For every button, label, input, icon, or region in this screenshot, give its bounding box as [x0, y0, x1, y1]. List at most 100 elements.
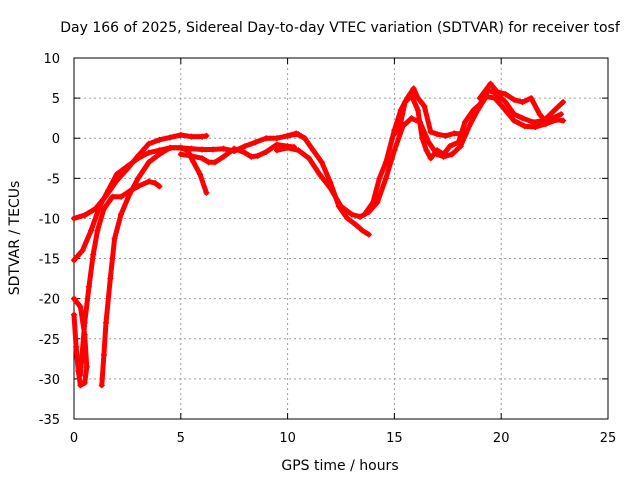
data-point: [357, 213, 364, 220]
data-point: [273, 135, 280, 142]
data-point: [231, 145, 238, 152]
data-point: [423, 147, 430, 154]
data-point: [248, 153, 255, 160]
data-point: [105, 187, 112, 194]
data-point: [532, 123, 539, 130]
data-point: [521, 123, 528, 130]
data-point: [77, 382, 84, 389]
data-point: [370, 199, 377, 206]
data-point: [511, 117, 518, 124]
data-point: [71, 257, 77, 264]
y-tick-label: -30: [39, 373, 60, 388]
data-point: [421, 103, 428, 110]
data-point: [414, 107, 421, 114]
data-point: [476, 101, 483, 108]
data-point: [73, 343, 80, 350]
data-point: [98, 382, 105, 389]
data-point: [316, 171, 323, 178]
data-point: [273, 147, 280, 154]
data-point: [549, 115, 556, 122]
data-point: [100, 205, 107, 212]
grid-lines: [74, 58, 608, 419]
data-point: [71, 311, 77, 318]
data-point: [199, 146, 206, 153]
data-point: [145, 159, 152, 166]
data-point: [391, 131, 398, 138]
data-point: [254, 152, 261, 159]
data-point: [156, 136, 163, 143]
data-point: [493, 88, 500, 95]
data-point: [156, 151, 163, 158]
x-tick-label: 10: [279, 431, 296, 446]
data-point: [310, 147, 317, 154]
data-point: [491, 95, 498, 102]
data-point: [184, 147, 191, 154]
data-point: [427, 155, 434, 162]
data-point: [361, 211, 368, 218]
x-tick-label: 0: [70, 431, 78, 446]
data-point: [301, 135, 308, 142]
y-axis-label: SDTVAR / TECUs: [7, 181, 23, 296]
x-tick-label: 15: [386, 431, 403, 446]
data-point: [199, 155, 206, 162]
data-point: [365, 231, 372, 238]
data-point: [410, 85, 417, 92]
data-point: [113, 171, 120, 178]
data-point: [71, 295, 77, 302]
data-point: [81, 379, 88, 386]
data-point: [440, 151, 447, 158]
data-point: [100, 351, 107, 358]
data-point: [558, 111, 565, 118]
data-point: [344, 215, 351, 222]
data-point: [152, 180, 159, 187]
data-point: [451, 130, 458, 137]
x-axis-label: GPS time / hours: [281, 458, 398, 474]
series-arc-7: [284, 130, 372, 238]
data-point: [446, 143, 453, 150]
data-point: [434, 147, 441, 154]
series-arc-3: [77, 178, 163, 378]
data-point: [117, 211, 124, 218]
data-point: [135, 155, 142, 162]
series-line: [391, 87, 566, 161]
data-point: [197, 171, 204, 178]
data-point: [466, 123, 473, 130]
y-tick-label: -5: [47, 172, 60, 187]
data-point: [75, 367, 82, 374]
data-point: [560, 99, 567, 106]
data-point: [203, 132, 210, 139]
data-point: [376, 175, 383, 182]
data-point: [449, 151, 456, 158]
data-point: [107, 275, 114, 282]
data-point: [188, 133, 195, 140]
data-point: [111, 235, 118, 242]
data-point: [85, 283, 92, 290]
plot-area: [71, 80, 567, 389]
data-point: [397, 119, 404, 126]
data-point: [167, 134, 174, 141]
data-point: [502, 99, 509, 106]
data-point: [284, 132, 291, 139]
data-point: [145, 149, 152, 156]
y-tick-label: 10: [43, 52, 60, 67]
data-point: [470, 107, 477, 114]
data-point: [352, 221, 359, 228]
data-point: [457, 143, 464, 150]
series-line: [178, 142, 297, 165]
data-point: [414, 95, 421, 102]
x-tick-label: 20: [493, 431, 510, 446]
data-point: [205, 159, 212, 166]
data-point: [348, 211, 355, 218]
y-tick-label: -15: [39, 253, 60, 268]
data-point: [528, 95, 535, 102]
data-point: [560, 117, 567, 124]
data-point: [425, 139, 432, 146]
chart-title: Day 166 of 2025, Sidereal Day-to-day VTE…: [60, 20, 621, 36]
data-point: [408, 115, 415, 122]
data-point: [94, 227, 101, 234]
data-point: [519, 99, 526, 106]
data-point: [284, 144, 291, 151]
data-point: [79, 247, 86, 254]
y-tick-label: 0: [52, 132, 60, 147]
